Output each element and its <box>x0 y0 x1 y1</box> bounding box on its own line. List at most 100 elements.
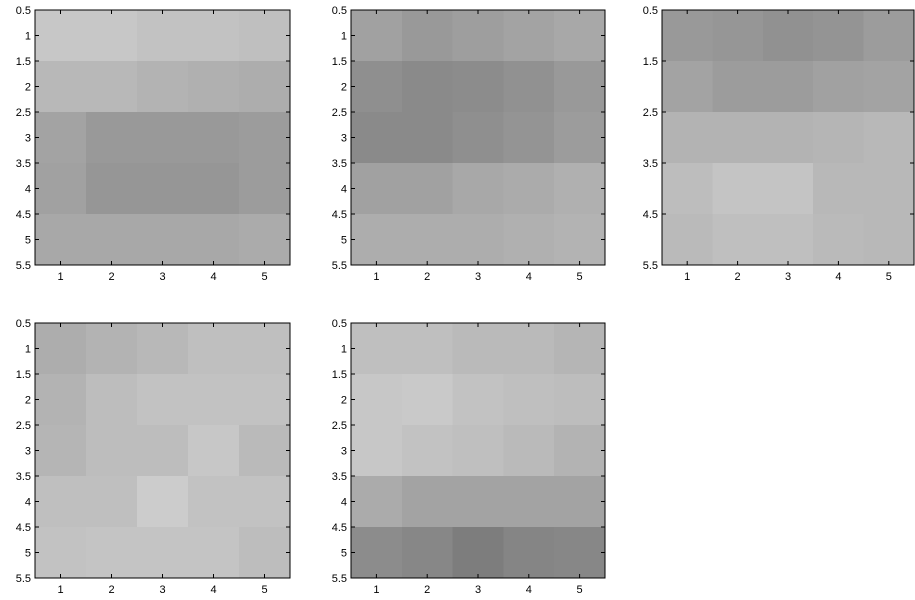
heatmap-cell <box>712 61 763 112</box>
y-tick-label: 5 <box>341 235 347 247</box>
y-tick-label: 5 <box>25 235 31 247</box>
heatmap-cell <box>452 112 504 163</box>
heatmap-cell <box>401 112 453 163</box>
heatmap-cell <box>762 61 814 112</box>
y-tick-label: 3 <box>25 446 31 458</box>
y-tick-label: 2.5 <box>16 107 31 119</box>
heatmap-cell <box>239 61 290 112</box>
heatmap-cell <box>813 163 864 214</box>
heatmap-cell <box>351 323 402 374</box>
heatmap-cell <box>86 10 137 61</box>
heatmap-cell <box>813 214 864 265</box>
y-tick-label: 4.5 <box>332 209 347 221</box>
heatmap-cell <box>401 10 453 61</box>
heatmap-cell <box>137 323 188 374</box>
heatmap-panel-2: 1 2 3 4 5 0.5 1 1.5 2 2.5 3 3.5 4 4.5 5 5.5 <box>332 5 606 283</box>
x-tick-label: 3 <box>475 584 481 596</box>
y-tick-label: 1 <box>25 344 31 356</box>
heatmap-cell <box>35 214 86 265</box>
y-tick-label: 3.5 <box>16 158 31 170</box>
y-tick-label: 0.5 <box>332 318 347 330</box>
x-tick-label: 4 <box>526 271 532 283</box>
x-tick-label: 3 <box>159 271 165 283</box>
heatmap-cell <box>712 112 763 163</box>
heatmap-cell <box>762 163 814 214</box>
heatmap-cell <box>188 527 239 578</box>
heatmap-cell <box>188 374 239 425</box>
heatmap-cell <box>86 163 137 214</box>
heatmap-cell <box>554 112 605 163</box>
y-tick-label: 0.5 <box>332 5 347 17</box>
x-tick-label: 5 <box>577 584 583 596</box>
heatmap-cell <box>35 374 86 425</box>
heatmap-cell <box>452 61 504 112</box>
heatmap-cell <box>35 112 86 163</box>
x-tick-label: 2 <box>424 584 430 596</box>
heatmap-cell <box>86 214 137 265</box>
y-tick-label: 5.5 <box>16 573 31 585</box>
heatmap-cell <box>401 425 453 476</box>
heatmap-cell <box>188 163 239 214</box>
x-tick-label: 3 <box>475 271 481 283</box>
y-tick-label: 4 <box>341 497 347 509</box>
y-tick-label: 2 <box>25 395 31 407</box>
heatmap-cell <box>503 374 555 425</box>
heatmap-cell <box>813 112 864 163</box>
x-tick-label: 4 <box>835 271 841 283</box>
heatmap-cell <box>351 163 402 214</box>
heatmap-cell <box>35 425 86 476</box>
heatmap-cell <box>137 214 188 265</box>
heatmap-cell <box>239 527 290 578</box>
heatmap-cell <box>188 112 239 163</box>
y-tick-label: 2 <box>341 82 347 94</box>
y-tick-label: 0.5 <box>16 5 31 17</box>
heatmap-cell <box>137 163 188 214</box>
heatmap-cell <box>712 214 763 265</box>
heatmap-cell <box>503 112 555 163</box>
heatmap-cell <box>86 374 137 425</box>
heatmap-cell <box>452 374 504 425</box>
heatmap-cell <box>452 425 504 476</box>
y-tick-label: 0.5 <box>16 318 31 330</box>
x-tick-label: 5 <box>886 271 892 283</box>
y-tick-label: 3.5 <box>643 158 658 170</box>
heatmap-panel-5: 1 2 3 4 5 0.5 1 1.5 2 2.5 3 3.5 4 4.5 5 5.5 <box>332 318 606 596</box>
heatmap-cell <box>239 374 290 425</box>
heatmap-cell <box>137 10 188 61</box>
heatmap-cell <box>554 61 605 112</box>
heatmap-cell <box>554 214 605 265</box>
heatmap-cell <box>351 374 402 425</box>
x-tick-label: 5 <box>261 271 267 283</box>
x-tick-label: 2 <box>108 271 114 283</box>
y-tick-label: 1 <box>25 31 31 43</box>
y-tick-label: 5.5 <box>16 260 31 272</box>
heatmap-cell <box>86 112 137 163</box>
y-tick-label: 3 <box>25 133 31 145</box>
y-tick-label: 4.5 <box>16 209 31 221</box>
heatmap-cell <box>137 112 188 163</box>
heatmap-cell <box>137 476 188 527</box>
y-tick-label: 4 <box>341 184 347 196</box>
x-tick-label: 4 <box>526 584 532 596</box>
x-tick-label: 3 <box>159 584 165 596</box>
y-tick-label: 1.5 <box>332 56 347 68</box>
x-tick-label: 1 <box>57 271 63 283</box>
heatmap-cell <box>188 61 239 112</box>
heatmap-cell <box>351 112 402 163</box>
heatmap-cell <box>452 10 504 61</box>
y-tick-label: 2.5 <box>332 420 347 432</box>
heatmap-cell <box>863 10 914 61</box>
heatmap-cell <box>188 323 239 374</box>
heatmap-cell <box>35 527 86 578</box>
heatmap-cell <box>554 527 605 578</box>
heatmap-panel-4: 1 2 3 4 5 0.5 1 1.5 2 2.5 3 3.5 4 4.5 5 5.5 <box>16 318 291 596</box>
y-tick-label: 2 <box>341 395 347 407</box>
x-tick-label: 4 <box>210 271 216 283</box>
heatmap-cell <box>188 476 239 527</box>
x-tick-label: 2 <box>108 584 114 596</box>
heatmap-cell <box>35 10 86 61</box>
y-tick-label: 3 <box>341 446 347 458</box>
heatmap-cell <box>503 476 555 527</box>
heatmap-cell <box>452 527 504 578</box>
y-tick-label: 2.5 <box>332 107 347 119</box>
